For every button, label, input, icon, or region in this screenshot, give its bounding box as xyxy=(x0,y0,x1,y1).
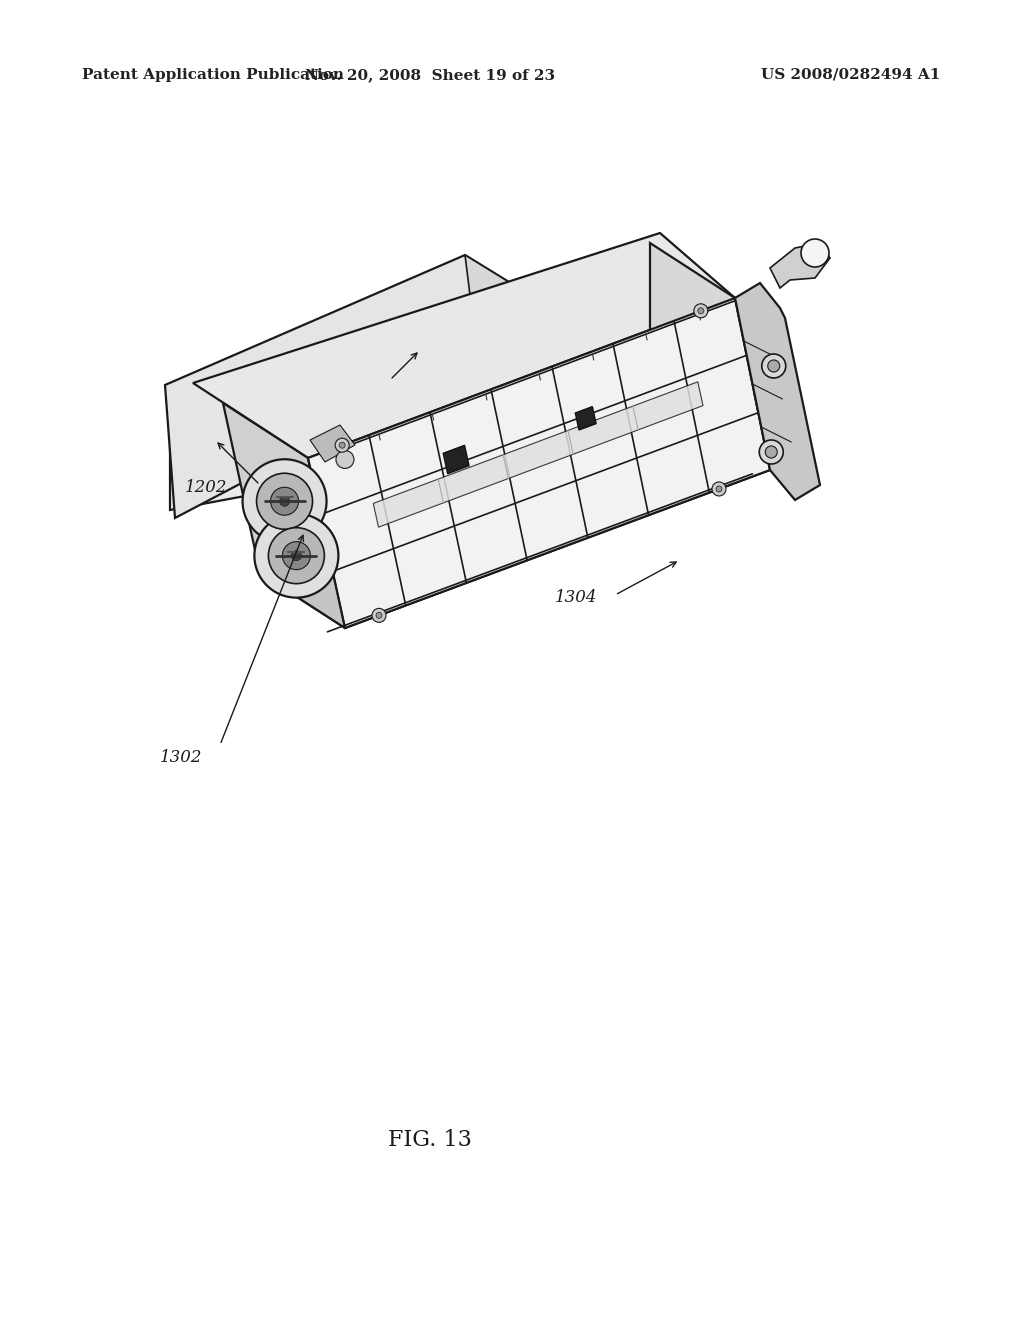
Text: 334: 334 xyxy=(360,374,392,391)
Circle shape xyxy=(254,513,338,598)
Circle shape xyxy=(762,354,785,378)
Circle shape xyxy=(768,360,779,372)
Polygon shape xyxy=(260,414,770,628)
Text: Nov. 20, 2008  Sheet 19 of 23: Nov. 20, 2008 Sheet 19 of 23 xyxy=(305,69,555,82)
Text: FIG. 13: FIG. 13 xyxy=(388,1129,472,1151)
Polygon shape xyxy=(650,243,770,470)
Circle shape xyxy=(335,438,349,453)
Polygon shape xyxy=(223,403,345,628)
Circle shape xyxy=(268,528,325,583)
Circle shape xyxy=(716,486,722,492)
Circle shape xyxy=(712,482,726,496)
Circle shape xyxy=(801,239,829,267)
Polygon shape xyxy=(575,407,596,430)
Polygon shape xyxy=(735,282,820,500)
Polygon shape xyxy=(443,445,469,474)
Circle shape xyxy=(759,440,783,465)
Text: 1302: 1302 xyxy=(160,750,203,767)
Circle shape xyxy=(243,459,327,544)
Circle shape xyxy=(292,550,301,561)
Circle shape xyxy=(339,442,345,449)
Circle shape xyxy=(270,487,299,515)
Polygon shape xyxy=(193,234,735,458)
Polygon shape xyxy=(770,243,830,288)
Text: US 2008/0282494 A1: US 2008/0282494 A1 xyxy=(761,69,940,82)
Circle shape xyxy=(372,609,386,622)
Circle shape xyxy=(283,541,310,570)
Polygon shape xyxy=(374,381,703,527)
Polygon shape xyxy=(165,255,530,517)
Polygon shape xyxy=(193,383,313,488)
Text: Patent Application Publication: Patent Application Publication xyxy=(82,69,344,82)
Polygon shape xyxy=(170,383,308,510)
Circle shape xyxy=(336,450,354,469)
Text: 1202: 1202 xyxy=(185,479,227,496)
Circle shape xyxy=(257,474,312,529)
Polygon shape xyxy=(465,255,530,315)
Polygon shape xyxy=(310,425,355,462)
Circle shape xyxy=(376,612,382,618)
Text: 1304: 1304 xyxy=(555,589,597,606)
Circle shape xyxy=(765,446,777,458)
Polygon shape xyxy=(308,298,770,628)
Circle shape xyxy=(697,308,703,314)
Circle shape xyxy=(694,304,708,318)
Circle shape xyxy=(280,496,290,507)
